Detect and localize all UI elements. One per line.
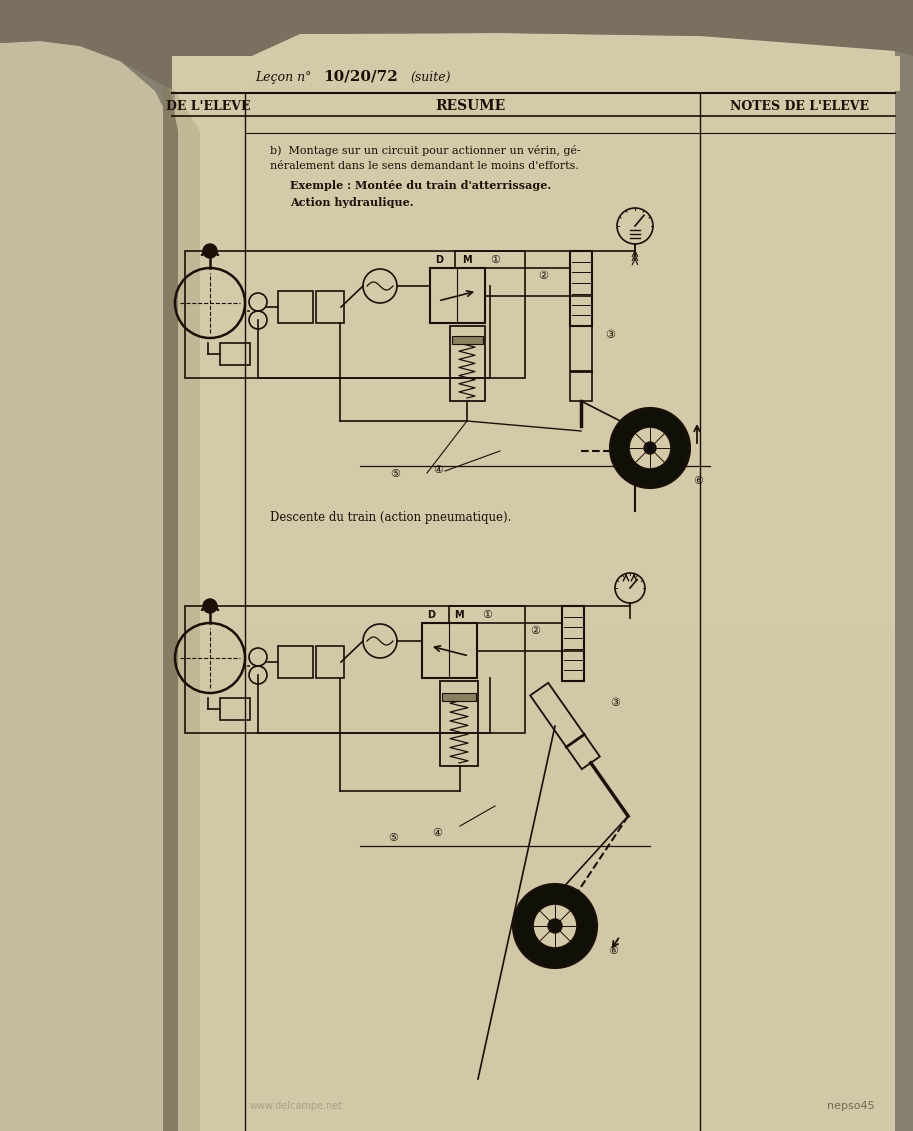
Text: ⑤: ⑤ bbox=[390, 469, 400, 480]
Polygon shape bbox=[163, 81, 200, 1131]
Text: ③: ③ bbox=[605, 330, 615, 340]
Bar bbox=[278, 291, 313, 323]
Text: Descente du train (action pneumatique).: Descente du train (action pneumatique). bbox=[270, 511, 511, 524]
Polygon shape bbox=[600, 0, 895, 51]
Text: (suite): (suite) bbox=[410, 70, 450, 84]
Text: Leçon n°: Leçon n° bbox=[255, 70, 311, 84]
Circle shape bbox=[548, 920, 562, 933]
Polygon shape bbox=[172, 631, 895, 1131]
Bar bbox=[316, 291, 344, 323]
Text: M: M bbox=[462, 254, 472, 265]
Text: ③: ③ bbox=[610, 698, 620, 708]
Bar bbox=[220, 343, 250, 365]
Text: nepso45: nepso45 bbox=[827, 1100, 875, 1111]
Bar bbox=[442, 693, 476, 701]
Bar bbox=[278, 646, 313, 677]
Text: ④: ④ bbox=[432, 828, 442, 838]
Text: ①: ① bbox=[490, 254, 500, 265]
Bar bbox=[422, 623, 477, 677]
Circle shape bbox=[610, 408, 690, 487]
Polygon shape bbox=[172, 33, 895, 1131]
Text: RESUME: RESUME bbox=[435, 100, 505, 113]
Text: Action hydraulique.: Action hydraulique. bbox=[290, 197, 414, 208]
Bar bbox=[316, 646, 344, 677]
Text: D: D bbox=[435, 254, 443, 265]
Text: www.delcampe.net: www.delcampe.net bbox=[250, 1100, 343, 1111]
Bar bbox=[430, 268, 485, 323]
Bar bbox=[172, 57, 900, 90]
Circle shape bbox=[203, 599, 217, 613]
Text: ②: ② bbox=[530, 625, 540, 636]
Bar bbox=[570, 251, 592, 326]
Bar bbox=[450, 326, 485, 402]
Circle shape bbox=[629, 428, 671, 469]
Text: ④: ④ bbox=[433, 465, 443, 475]
Bar bbox=[562, 606, 584, 681]
Bar bbox=[570, 326, 592, 402]
Bar bbox=[440, 681, 478, 766]
Polygon shape bbox=[163, 81, 178, 1131]
Text: NOTES DE L'ELEVE: NOTES DE L'ELEVE bbox=[730, 100, 869, 112]
Text: 10/20/72: 10/20/72 bbox=[323, 70, 398, 84]
Circle shape bbox=[203, 244, 217, 258]
Text: néralement dans le sens demandant le moins d'efforts.: néralement dans le sens demandant le moi… bbox=[270, 161, 579, 171]
Polygon shape bbox=[0, 0, 913, 90]
Text: Exemple : Montée du train d'atterrissage.: Exemple : Montée du train d'atterrissage… bbox=[290, 180, 551, 191]
Circle shape bbox=[513, 884, 597, 968]
Text: ⑥: ⑥ bbox=[608, 946, 618, 956]
Bar bbox=[220, 698, 250, 720]
Circle shape bbox=[533, 904, 577, 948]
Text: DE L'ELEVE: DE L'ELEVE bbox=[166, 100, 250, 112]
Text: ⑥: ⑥ bbox=[693, 476, 703, 486]
Bar bbox=[452, 336, 483, 344]
Text: ⑤: ⑤ bbox=[388, 834, 398, 843]
Text: b)  Montage sur un circuit pour actionner un vérin, gé-: b) Montage sur un circuit pour actionner… bbox=[270, 145, 581, 156]
Polygon shape bbox=[0, 41, 175, 1131]
Text: D: D bbox=[427, 610, 435, 620]
Text: ②: ② bbox=[538, 271, 548, 280]
Text: ①: ① bbox=[482, 610, 492, 620]
Bar bbox=[185, 606, 525, 733]
Text: M: M bbox=[454, 610, 464, 620]
Bar bbox=[185, 251, 525, 378]
Circle shape bbox=[644, 442, 656, 454]
